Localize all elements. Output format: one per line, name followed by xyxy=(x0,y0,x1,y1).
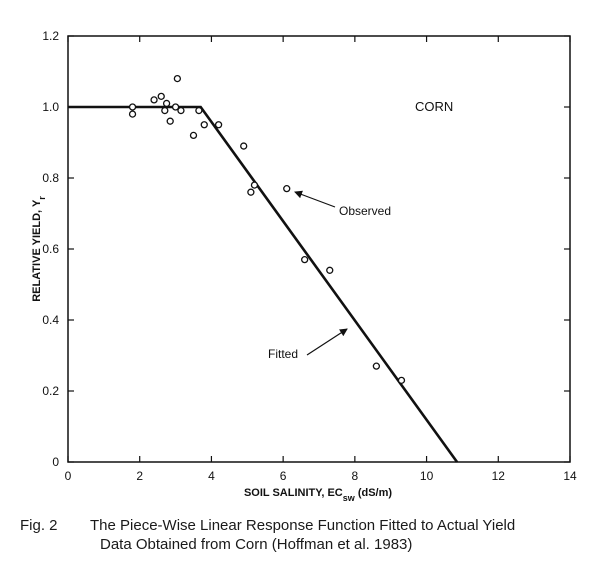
observed-point xyxy=(189,131,198,140)
observed-point xyxy=(162,99,171,108)
observed-point xyxy=(195,106,203,115)
observed-point xyxy=(157,92,165,100)
fitted-line xyxy=(68,105,459,463)
observed-point xyxy=(177,106,185,115)
x-tick-label: 8 xyxy=(352,469,359,483)
x-tick-label: 6 xyxy=(280,469,287,483)
observed-point xyxy=(150,96,158,104)
x-tick-label: 2 xyxy=(136,469,143,483)
y-tick-label: 1.2 xyxy=(42,29,59,43)
observed-point xyxy=(171,103,180,111)
observed-point xyxy=(166,117,174,125)
fitted-label: Fitted xyxy=(268,347,298,361)
observed-point xyxy=(283,184,291,193)
observed-point xyxy=(200,121,208,129)
observed-point xyxy=(128,103,137,111)
observed-point xyxy=(397,376,406,385)
chart: 0 2 4 6 8 10 12 14 0 0.2 0.4 0.6 0.8 1.0 1.2 SOIL SAL… xyxy=(31,29,577,503)
observed-point xyxy=(128,110,137,118)
x-axis-title: SOIL SALINITY, ECsw (dS/m) xyxy=(244,487,392,503)
x-axis-ticks: 0 2 4 6 8 10 12 14 xyxy=(65,36,577,483)
observed-point xyxy=(240,142,248,150)
x-axis-title-unit: (dS/m) xyxy=(355,487,393,499)
y-axis-title-sub: r xyxy=(37,196,47,200)
observed-point xyxy=(247,188,255,196)
y-axis-title-main: RELATIVE YIELD, Y xyxy=(31,199,43,302)
caption-line-2: Data Obtained from Corn (Hoffman et al. … xyxy=(100,536,413,553)
corn-label: CORN xyxy=(415,99,453,114)
fitted-line-path xyxy=(68,105,459,463)
x-tick-label: 14 xyxy=(563,469,577,483)
x-tick-label: 10 xyxy=(420,469,434,483)
observed-point xyxy=(161,106,169,115)
observed-points xyxy=(128,74,406,385)
x-tick-label: 0 xyxy=(65,469,72,483)
y-tick-label: 0.4 xyxy=(42,313,59,327)
y-tick-label: 0.2 xyxy=(42,384,59,398)
y-axis-ticks: 0 0.2 0.4 0.6 0.8 1.0 1.2 xyxy=(42,29,570,469)
y-tick-label: 0.6 xyxy=(42,242,59,256)
observed-arrow xyxy=(294,190,336,208)
y-tick-label: 0.8 xyxy=(42,171,59,185)
observed-point xyxy=(214,121,223,129)
observed-point xyxy=(372,362,381,370)
y-tick-label: 0 xyxy=(52,455,59,469)
observed-point xyxy=(326,266,334,274)
y-axis-title: RELATIVE YIELD, Yr xyxy=(31,196,47,302)
caption-fig-label: Fig. 2 xyxy=(20,517,58,534)
observed-point xyxy=(250,181,259,189)
y-tick-label: 1.0 xyxy=(42,100,59,114)
observed-label: Observed xyxy=(339,204,391,218)
x-axis-title-main: SOIL SALINITY, EC xyxy=(244,487,343,499)
plot-frame xyxy=(67,35,571,463)
observed-point xyxy=(173,74,182,83)
caption-line-1: The Piece-Wise Linear Response Function … xyxy=(90,517,516,534)
x-tick-label: 4 xyxy=(208,469,215,483)
x-tick-label: 12 xyxy=(492,469,506,483)
observed-point xyxy=(301,255,309,264)
x-axis-title-sub: sw xyxy=(343,493,356,503)
fitted-arrow xyxy=(306,328,348,356)
